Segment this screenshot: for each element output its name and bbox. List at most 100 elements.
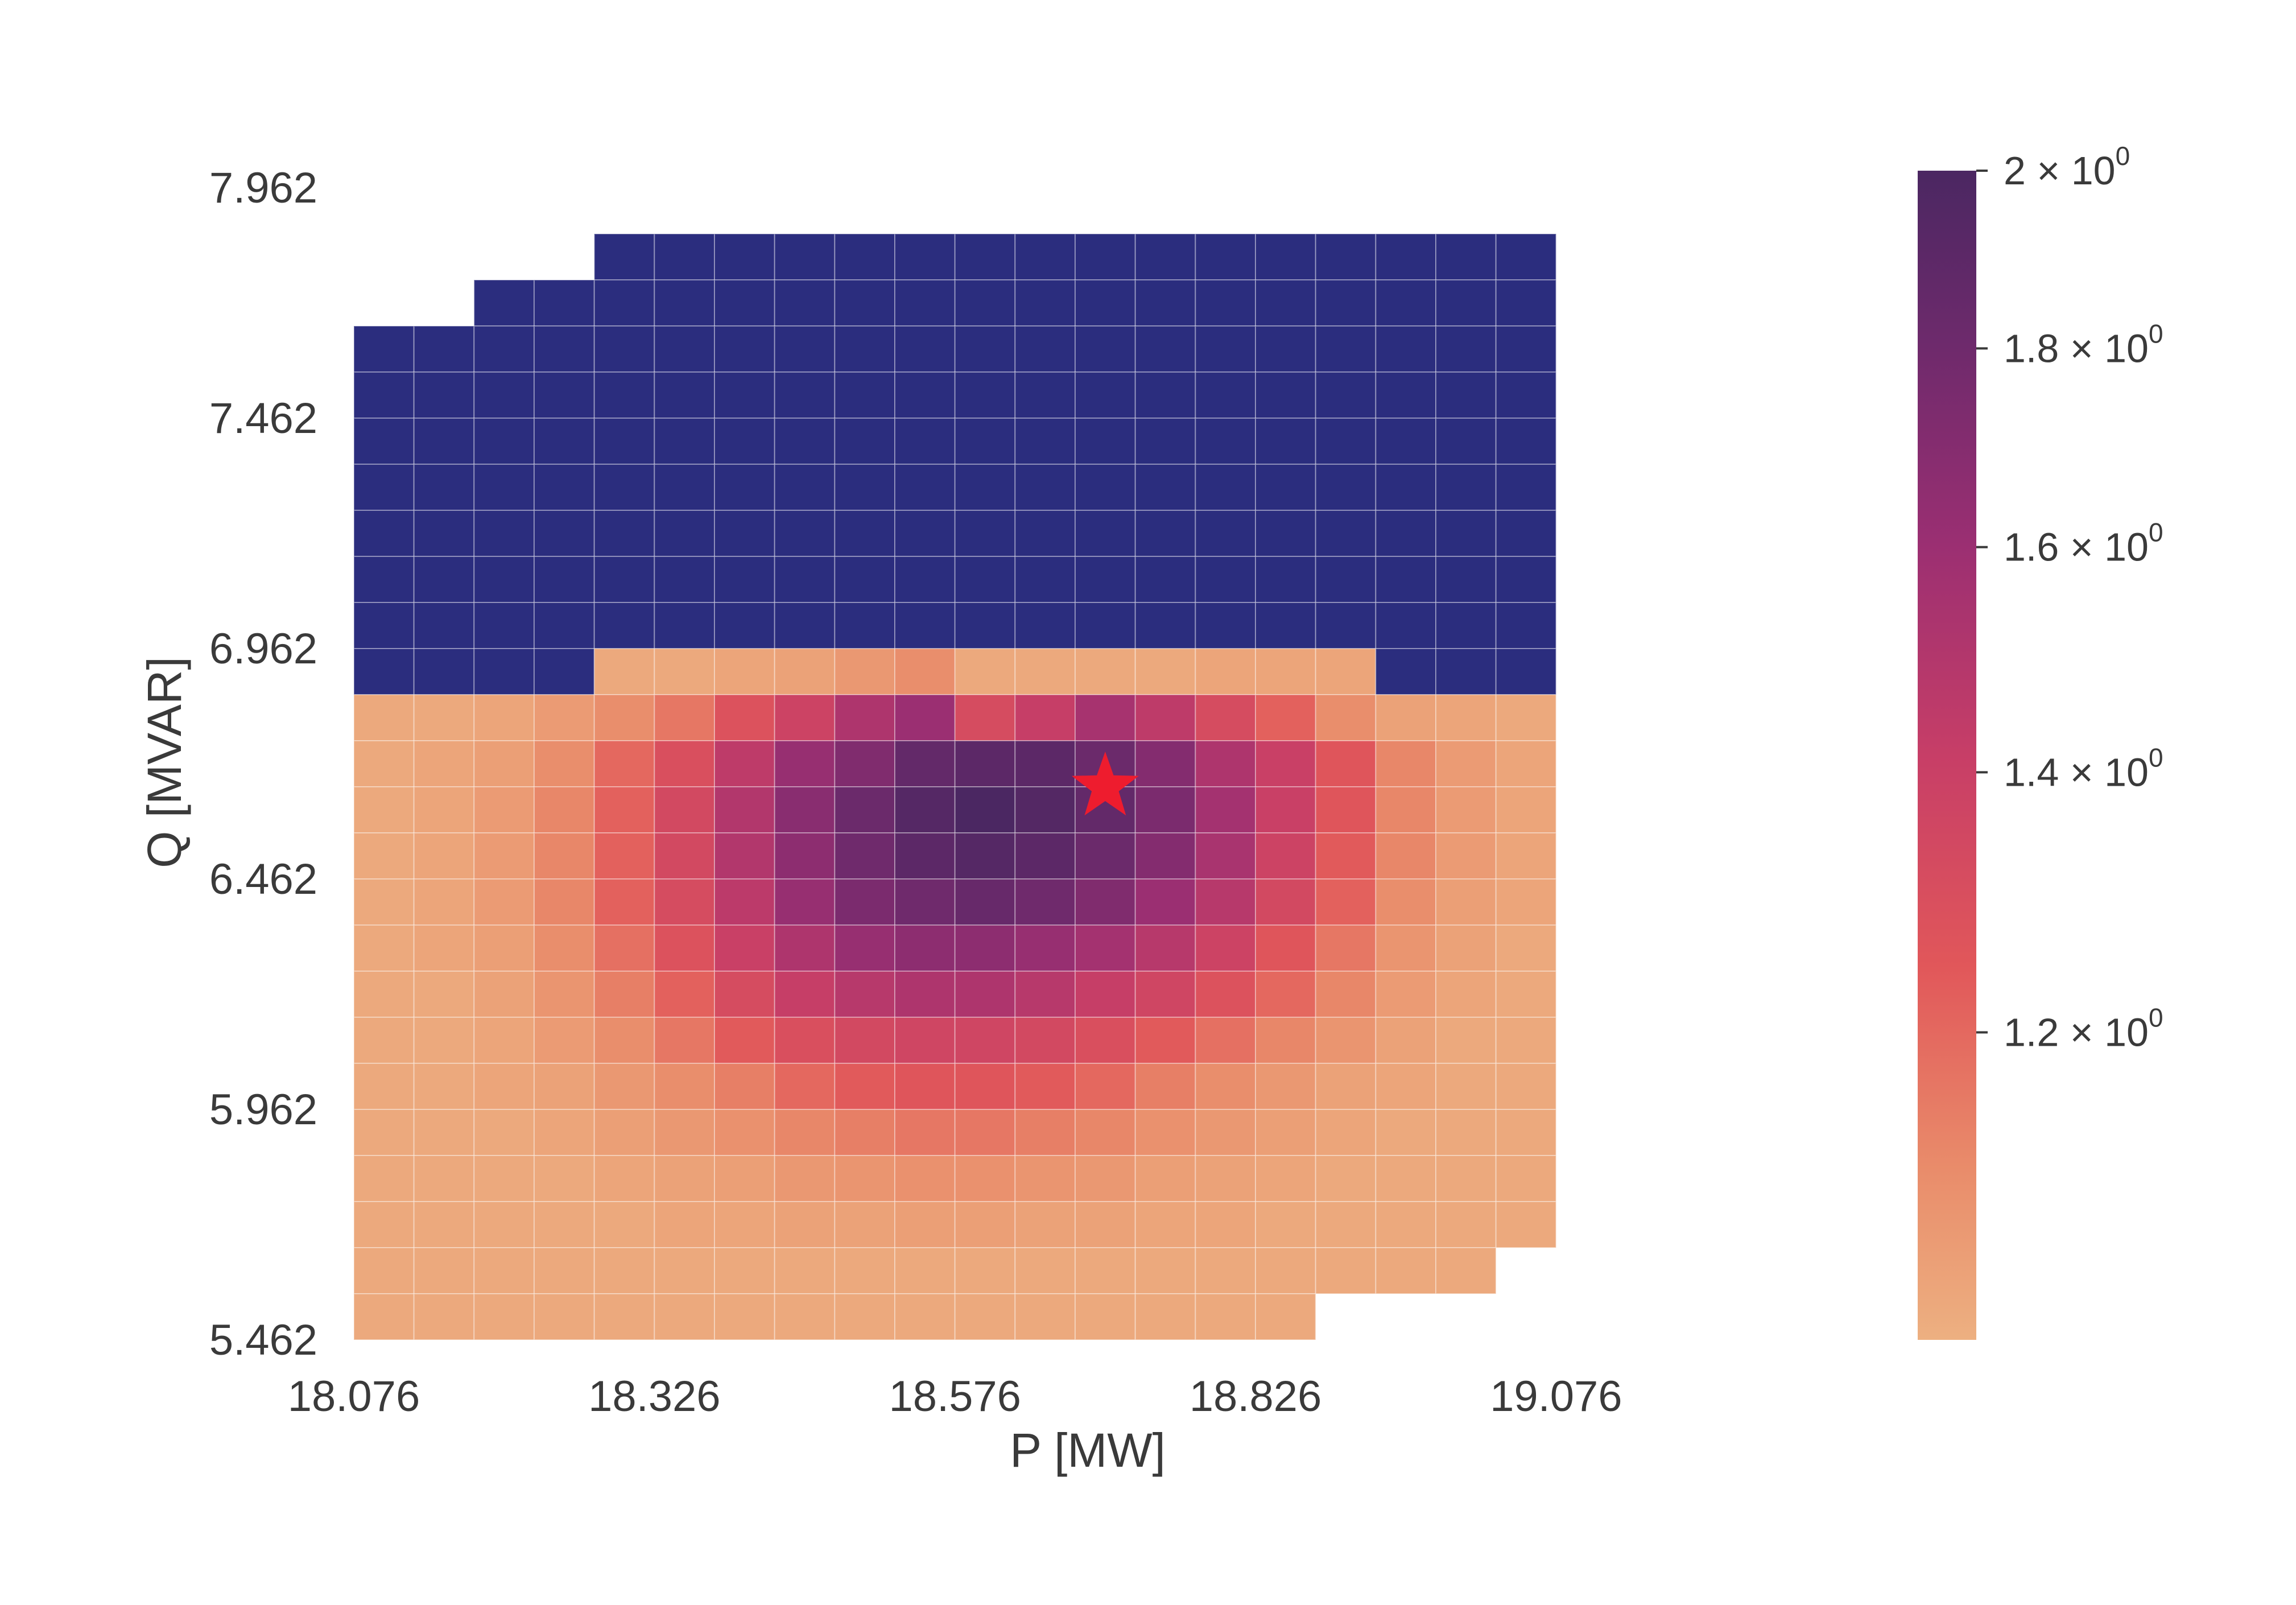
heatmap-cell — [714, 694, 775, 741]
heatmap-cell — [894, 1109, 956, 1156]
heatmap-cell — [473, 1017, 535, 1064]
heatmap-cell — [353, 648, 415, 695]
heatmap-cell — [894, 464, 956, 511]
heatmap-cell — [654, 1063, 715, 1110]
heatmap-cell — [353, 325, 415, 373]
heatmap-cell — [1315, 740, 1377, 787]
heatmap-cell — [1495, 464, 1557, 511]
heatmap-cell — [714, 233, 775, 280]
heatmap-cell — [593, 878, 655, 926]
heatmap-cell — [774, 740, 836, 787]
heatmap-cell — [353, 464, 415, 511]
heatmap-cell — [1195, 878, 1257, 926]
heatmap-cell — [353, 1155, 415, 1202]
heatmap-cell — [473, 1201, 535, 1248]
heatmap-cell — [353, 1109, 415, 1156]
heatmap-cell — [1375, 510, 1437, 557]
heatmap-cell — [774, 233, 836, 280]
heatmap-cell — [1255, 279, 1316, 327]
heatmap-cell — [714, 1017, 775, 1064]
heatmap-cell — [1014, 1155, 1076, 1202]
heatmap-cell — [534, 925, 595, 972]
heatmap-cell — [593, 1017, 655, 1064]
heatmap-cell — [834, 1063, 895, 1110]
heatmap-cell — [593, 1063, 655, 1110]
heatmap-cell — [1375, 694, 1437, 741]
heatmap-cell — [1495, 971, 1557, 1018]
heatmap-cell — [954, 1293, 1016, 1340]
heatmap-cell — [1195, 510, 1257, 557]
heatmap-cell — [1495, 740, 1557, 787]
heatmap-cell — [1014, 1017, 1076, 1064]
heatmap-cell — [774, 1293, 836, 1340]
heatmap-cell — [593, 325, 655, 373]
heatmap-cell — [654, 418, 715, 465]
heatmap-cell — [1014, 832, 1076, 880]
heatmap-cell — [1435, 233, 1497, 280]
heatmap-cell — [1075, 556, 1136, 603]
heatmap-cell — [1134, 648, 1196, 695]
heatmap-cell — [1315, 418, 1377, 465]
heatmap-cell — [413, 1201, 475, 1248]
heatmap-cell — [534, 786, 595, 834]
heatmap-cell — [473, 1063, 535, 1110]
heatmap-cell — [1495, 325, 1557, 373]
heatmap-cell — [714, 878, 775, 926]
heatmap-cell — [1495, 878, 1557, 926]
heatmap-cell — [1075, 279, 1136, 327]
heatmap-cell — [1134, 279, 1196, 327]
heatmap-cell — [834, 786, 895, 834]
heatmap-cell — [894, 1063, 956, 1110]
heatmap-cell — [1435, 602, 1497, 649]
heatmap-cell — [1134, 464, 1196, 511]
heatmap-cell — [593, 279, 655, 327]
heatmap-cell — [473, 1109, 535, 1156]
heatmap-cell — [894, 832, 956, 880]
heatmap-cell — [473, 971, 535, 1018]
heatmap-cell — [1375, 1017, 1437, 1064]
heatmap-cell — [1075, 1017, 1136, 1064]
heatmap-cell — [1014, 1063, 1076, 1110]
heatmap-cell — [894, 418, 956, 465]
heatmap-cell — [1075, 602, 1136, 649]
heatmap-cell — [1075, 1155, 1136, 1202]
heatmap-cell — [593, 1155, 655, 1202]
heatmap-cell — [593, 510, 655, 557]
heatmap-cell — [413, 464, 475, 511]
heatmap-cell — [1315, 925, 1377, 972]
heatmap-cell — [1014, 464, 1076, 511]
heatmap-cell — [1075, 510, 1136, 557]
heatmap-cell — [1255, 556, 1316, 603]
heatmap-cell — [774, 1063, 836, 1110]
heatmap-cell — [1495, 418, 1557, 465]
heatmap-cell — [774, 971, 836, 1018]
heatmap-cell — [413, 372, 475, 419]
colorbar-tick-label: 2 × 100 — [2004, 141, 2130, 193]
heatmap-cell — [1435, 971, 1497, 1018]
heatmap-cell — [654, 464, 715, 511]
heatmap-cell — [1195, 464, 1257, 511]
heatmap-cell — [1134, 233, 1196, 280]
heatmap-cell — [1255, 1063, 1316, 1110]
heatmap-cell — [1255, 648, 1316, 695]
heatmap-cell — [1315, 279, 1377, 327]
heatmap-cell — [413, 1247, 475, 1294]
heatmap-cell — [774, 464, 836, 511]
heatmap-cell — [1014, 1109, 1076, 1156]
heatmap-cell — [473, 1247, 535, 1294]
heatmap-cell — [353, 971, 415, 1018]
heatmap-cell — [714, 510, 775, 557]
heatmap-cell — [834, 418, 895, 465]
heatmap-cell — [654, 878, 715, 926]
heatmap-cell — [1134, 556, 1196, 603]
heatmap-cell — [714, 1155, 775, 1202]
heatmap-cell — [654, 510, 715, 557]
heatmap-cell — [1134, 786, 1196, 834]
heatmap-cell — [1435, 418, 1497, 465]
heatmap-cell — [1435, 464, 1497, 511]
heatmap-cell — [1134, 925, 1196, 972]
heatmap-cell — [1495, 1201, 1557, 1248]
heatmap-cell — [1195, 740, 1257, 787]
heatmap-cell — [834, 648, 895, 695]
heatmap-cell — [1375, 233, 1437, 280]
